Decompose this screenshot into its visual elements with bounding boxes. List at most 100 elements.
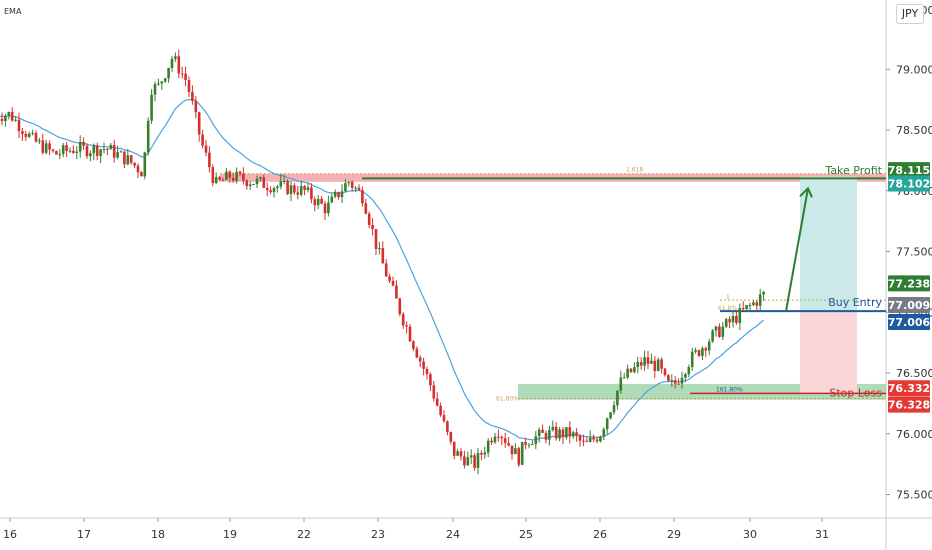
candle-body [136,165,140,173]
candle-body [221,179,225,181]
candle-body [646,357,650,364]
candle-body [146,120,150,153]
candle-body [21,131,24,134]
candle-body [531,444,534,446]
candle-body [242,173,245,181]
candle-body [510,445,514,455]
candle-body [119,151,123,153]
candle-body [503,438,507,444]
candle-body [265,187,269,191]
buy-entry-label: Buy Entry [828,296,882,309]
candle-body [609,412,612,419]
candle-body [707,341,711,351]
candle-body [4,115,7,122]
candle-body [259,177,262,179]
candle-body [643,357,646,366]
candle-body [95,145,99,156]
candle-body [218,177,221,180]
take-profit-label: Take Profit [824,164,882,177]
candle-body [153,83,157,95]
currency-badge[interactable]: JPY [896,4,924,24]
candle-body [745,305,748,310]
x-tick-label: 25 [519,528,533,541]
candle-body [27,133,31,137]
candle-body [99,149,102,156]
candle-body [347,182,351,184]
candle-body [469,455,473,458]
stop-loss-label: Stop Loss [829,386,882,399]
candle-body [697,350,701,356]
candle-body [123,151,126,165]
candle-body [31,132,34,134]
candle-body [55,151,58,155]
candle-body [639,362,643,366]
y-tick-label: 76.000 [896,428,932,441]
candle-body [296,192,300,195]
candle-body [102,148,106,150]
candle-body [636,362,640,368]
candle-body [537,429,541,437]
x-tick-label: 18 [151,528,165,541]
candle-body [500,437,504,439]
price-tag: 76.328 [888,399,930,412]
candle-body [0,118,4,122]
candle-body [456,451,459,456]
candle-body [354,187,357,189]
candle-body [459,451,463,457]
candle-body [684,374,687,378]
candle-body [17,119,21,132]
candle-body [340,191,344,198]
candle-body [561,429,565,438]
candle-body [758,294,762,306]
candle-body [408,326,412,342]
candle-body [762,291,765,295]
candle-body [541,429,544,433]
candle-body [143,152,147,177]
projection-arrow-head [799,186,813,198]
candle-body [388,276,391,281]
candle-body [197,112,201,135]
candle-body [282,180,286,182]
candle-body [323,203,327,214]
candle-body [656,359,660,372]
candle-body [677,383,680,385]
candle-body [225,171,228,180]
candle-body [160,81,164,84]
ema-line [0,98,764,441]
price-tag: 77.009 [888,299,930,312]
candle-body [85,145,89,157]
candle-body [306,187,310,190]
candle-body [534,436,538,445]
candle-body [24,133,28,137]
y-tick-label: 77.500 [896,246,932,259]
candle-body [214,177,218,183]
candle-body [333,191,337,197]
price-tag-bg [888,275,930,292]
candle-body [731,315,735,323]
candle-body [126,155,130,165]
candle-body [92,145,96,154]
candle-body [320,198,323,204]
candle-body [51,149,55,152]
candle-body [14,119,17,121]
candle-body [391,280,395,286]
candle-body [466,457,470,466]
candle-body [44,143,48,153]
candle-body [748,305,752,307]
candle-body [673,380,677,384]
candle-body [571,432,575,437]
y-tick-label: 76.500 [896,367,932,380]
candle-body [728,319,731,323]
candle-body [622,377,626,379]
candle-body [714,326,718,331]
candle-body [592,437,595,440]
candle-body [10,112,14,121]
fib-618-left-label: 61.80% [496,396,519,403]
candle-body [711,330,714,342]
candle-body [133,162,136,166]
candle-body [89,153,92,157]
candle-body [269,190,272,193]
risk-box [800,311,857,394]
fib-618-label: 61.8% [718,305,737,312]
